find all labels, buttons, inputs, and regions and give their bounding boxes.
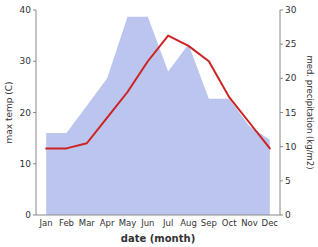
y2-tick-label: 25 [285,39,296,49]
y2-tick [280,78,283,79]
x-tick-label: Jan [39,218,53,228]
y-tick [33,61,36,62]
y-tick-label: 0 [25,210,31,220]
y-tick-label: 20 [20,108,32,118]
y2-tick-label: 5 [285,176,291,186]
y-tick-label: 30 [20,56,32,66]
x-tick-label: May [119,218,137,228]
line [46,36,270,149]
x-tick-label: Dec [262,218,279,228]
y2-tick-label: 20 [285,73,297,83]
area [46,17,270,215]
y2-tick-label: 10 [285,142,297,152]
x-tick-label: Oct [222,218,237,228]
x-axis [36,215,280,216]
y2-tick [280,180,283,181]
y-tick [33,112,36,113]
x-tick-label: Sep [201,218,217,228]
y2-tick [280,44,283,45]
y-tick-label: 10 [20,159,32,169]
x-tick-label: Jul [162,218,173,228]
y2-tick [280,146,283,147]
y2-axis-title: med. precipitation (kg/m2) [305,55,315,169]
y2-tick [280,10,283,11]
y-tick [33,215,36,216]
y2-tick-label: 30 [285,5,297,15]
y-tick-label: 40 [20,5,32,15]
x-tick-label: Mar [79,218,96,228]
y-tick [33,10,36,11]
x-tick-label: Nov [241,218,258,228]
x-tick-label: Jun [140,218,154,228]
x-tick-label: Apr [100,218,115,228]
plot-area [46,17,270,215]
y-tick [33,163,36,164]
chart: 0 10 20 30 40 0 5 10 15 20 25 30 Jan Feb Mar Apr MayJun J… [0,0,318,247]
x-tick-label: Feb [59,218,74,228]
x-axis-title: date (month) [121,233,195,244]
y2-tick-label: 15 [285,108,296,118]
y2-tick-label: 0 [285,210,291,220]
y-axis-title: max temp (C) [4,81,14,143]
y2-tick [280,112,283,113]
x-tick-label: Aug [180,218,197,228]
y2-tick [280,215,283,216]
